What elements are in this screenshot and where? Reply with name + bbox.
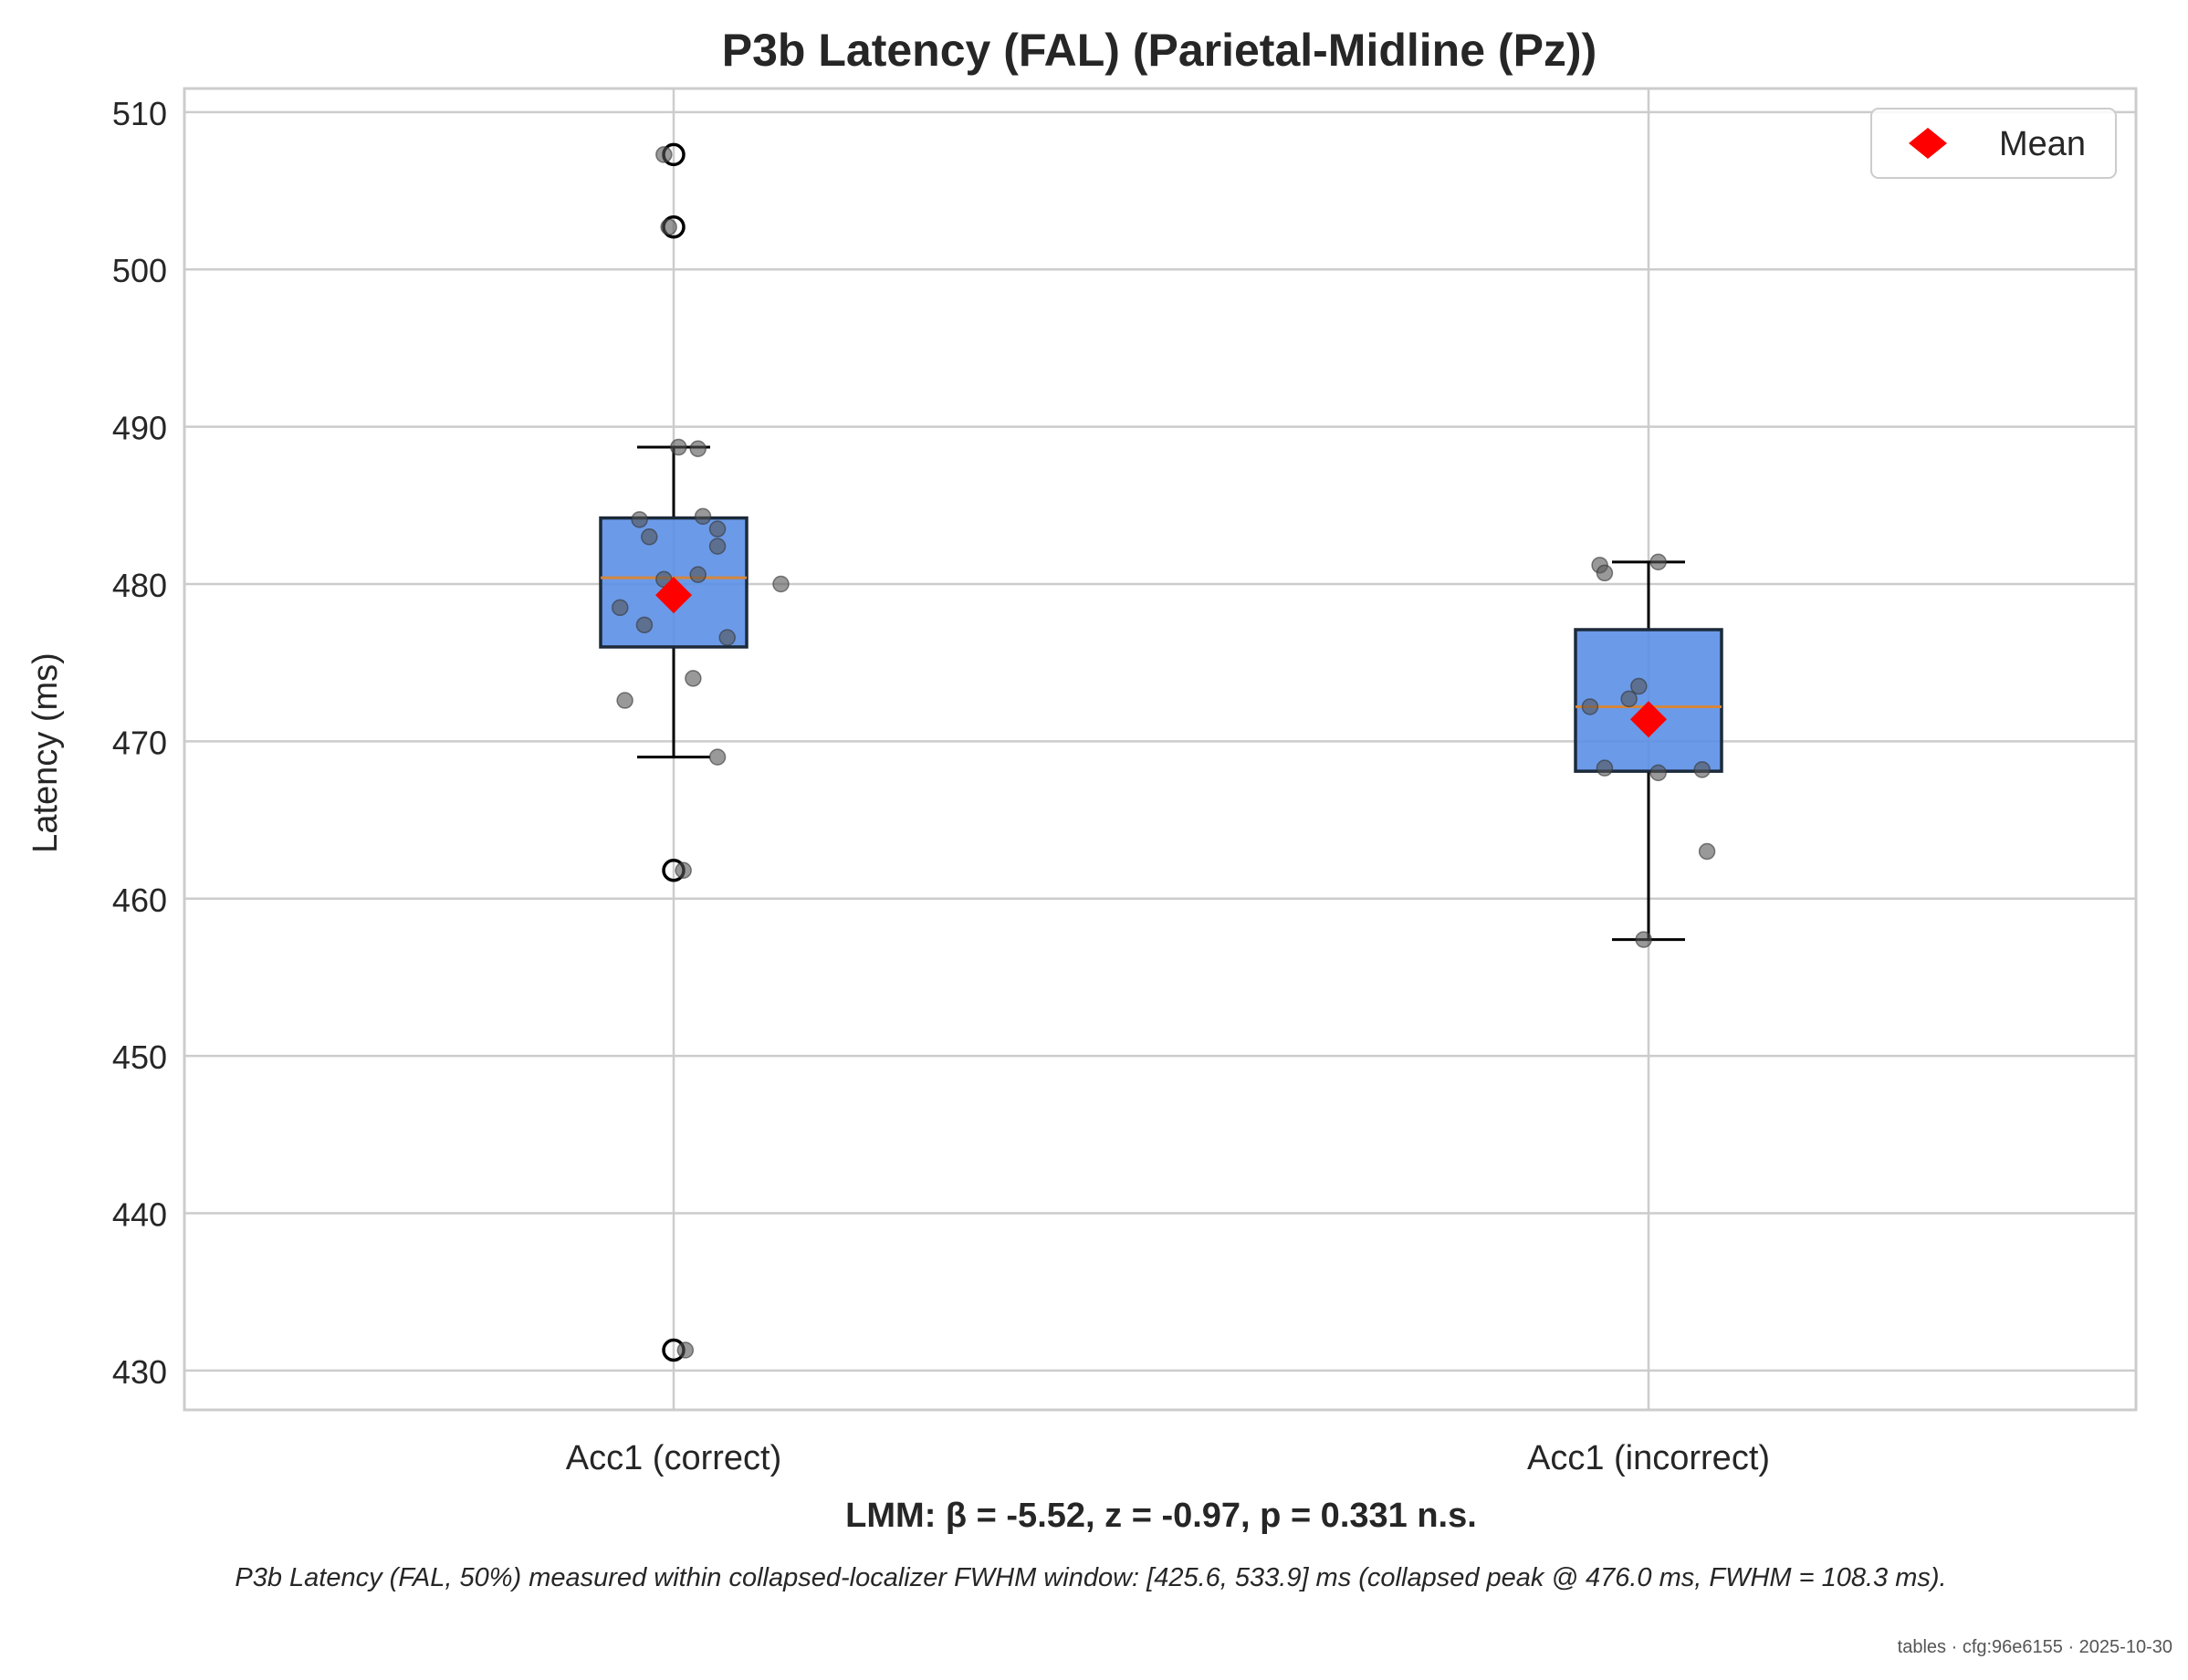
legend-mean-marker-icon xyxy=(1909,128,1947,159)
data-point xyxy=(1698,842,1716,861)
legend-entry-mean: Mean xyxy=(1999,125,2086,163)
y-tick-label: 470 xyxy=(112,724,167,761)
data-point xyxy=(694,507,712,526)
grid-lines xyxy=(184,89,2136,1410)
data-point xyxy=(708,537,727,555)
footnote: P3b Latency (FAL, 50%) measured within c… xyxy=(235,1563,1946,1592)
data-point xyxy=(675,861,692,879)
y-tick-label: 440 xyxy=(112,1196,167,1234)
data-point xyxy=(689,566,707,583)
y-tick-labels: 430 440 450 460 470 480 490 500 510 xyxy=(112,95,167,1391)
iqr-box xyxy=(1574,628,1723,773)
y-tick-label: 480 xyxy=(112,567,167,604)
data-point xyxy=(1620,690,1638,708)
data-point xyxy=(1596,564,1614,582)
data-point xyxy=(685,670,702,687)
mean-marker xyxy=(655,577,692,614)
data-point xyxy=(1630,677,1648,695)
data-point xyxy=(708,520,727,537)
data-point xyxy=(676,1341,695,1359)
data-point xyxy=(635,616,654,634)
chart-title: P3b Latency (FAL) (Parietal-Midline (Pz)… xyxy=(722,25,1597,76)
data-point xyxy=(772,575,790,593)
y-axis-label: Latency (ms) xyxy=(26,652,65,853)
y-tick-label: 450 xyxy=(112,1038,167,1076)
legend-box xyxy=(1870,108,2117,179)
data-point xyxy=(1635,931,1652,948)
y-tick-label: 490 xyxy=(112,410,167,447)
data-point xyxy=(660,218,677,235)
x-tick-label: Acc1 (correct) xyxy=(566,1439,781,1477)
data-point xyxy=(616,692,633,709)
data-point xyxy=(1693,761,1711,778)
legend: Mean xyxy=(1870,108,2117,179)
build-stamp: tables · cfg:96e6155 · 2025-10-30 xyxy=(1898,1637,2172,1657)
mean-layer xyxy=(655,577,1667,738)
data-point xyxy=(1581,698,1599,715)
plot-frame xyxy=(183,87,2138,1412)
x-tick-label: Acc1 (incorrect) xyxy=(1527,1439,1770,1477)
data-point xyxy=(1649,764,1667,782)
mean-marker xyxy=(1630,701,1667,738)
data-point xyxy=(718,629,736,646)
y-tick-label: 500 xyxy=(112,252,167,289)
x-tick-labels: Acc1 (correct) Acc1 (incorrect) xyxy=(566,1439,1770,1477)
data-point xyxy=(1649,553,1667,571)
data-point xyxy=(612,599,629,617)
data-point xyxy=(631,511,648,528)
data-point xyxy=(1596,759,1614,777)
data-point xyxy=(641,528,658,546)
point-layer xyxy=(612,146,1716,1359)
data-point xyxy=(670,438,687,456)
data-point xyxy=(655,146,673,163)
data-point xyxy=(689,440,707,458)
y-tick-label: 510 xyxy=(112,95,167,132)
y-tick-label: 430 xyxy=(112,1353,167,1391)
stats-annotation: LMM: β = -5.52, z = -0.97, p = 0.331 n.s… xyxy=(845,1497,1477,1535)
data-point xyxy=(708,748,727,766)
y-tick-label: 460 xyxy=(112,882,167,919)
